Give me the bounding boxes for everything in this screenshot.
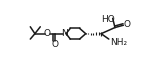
Text: HO: HO <box>101 15 115 24</box>
Text: NH₂: NH₂ <box>110 38 128 47</box>
Text: O: O <box>51 40 58 49</box>
Text: O: O <box>123 20 130 29</box>
Text: N: N <box>61 29 67 38</box>
Text: O: O <box>44 29 51 38</box>
